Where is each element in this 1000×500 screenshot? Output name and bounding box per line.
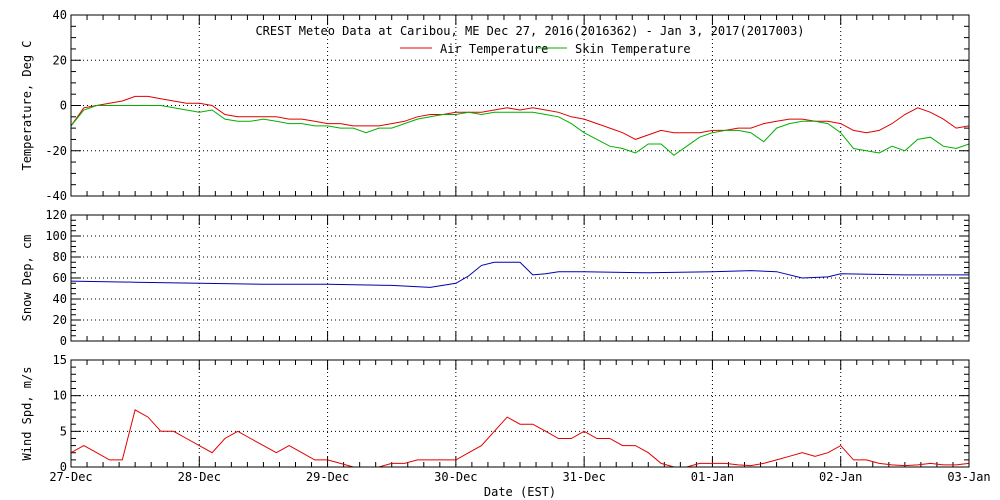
y-axis-label: Snow Dep, cm <box>20 235 34 322</box>
y-tick-label: 40 <box>53 8 67 22</box>
x-tick-label: 02-Jan <box>819 470 862 484</box>
series-line-1 <box>70 261 969 288</box>
y-tick-label: 40 <box>53 292 67 306</box>
x-tick-label: 29-Dec <box>306 470 349 484</box>
series-line-1 <box>70 95 970 140</box>
y-tick-label: -40 <box>45 189 67 203</box>
panel-1: 40 20 0 -20 -40 Temperature, Deg C Air Tempera… <box>20 8 970 203</box>
x-tick-label: 27-Dec <box>49 470 92 484</box>
y-tick-label: 10 <box>53 389 67 403</box>
series-line-1 <box>70 409 970 468</box>
legend: Air Temperature Skin Temperature <box>400 42 691 56</box>
y-tick-label: 80 <box>53 250 67 264</box>
chart-title: CREST Meteo Data at Caribou, ME Dec 27, … <box>255 24 804 38</box>
legend-label: Skin Temperature <box>575 42 691 56</box>
series-line-2 <box>70 105 970 156</box>
y-axis-label: Wind Spd, m/s <box>20 367 34 461</box>
y-tick-label: 5 <box>60 424 67 438</box>
panel-3: 15 10 5 0 Wind Spd, m/s 27-Dec 28-Dec 29-Dec 30-… <box>20 353 991 499</box>
x-tick-label: 31-Dec <box>562 470 605 484</box>
x-tick-label: 03-Jan <box>947 470 990 484</box>
panels-group: 40 20 0 -20 -40 Temperature, Deg C Air Tempera… <box>20 8 991 499</box>
plot-frame <box>70 359 970 468</box>
panel-2: 120 100 80 60 40 20 0 Snow Dep, cm <box>20 208 970 348</box>
plot-frame <box>70 214 970 342</box>
legend-label: Air Temperature <box>440 42 548 56</box>
y-tick-label: 60 <box>53 271 67 285</box>
y-tick-label: -20 <box>45 144 67 158</box>
plot-frame <box>70 14 970 197</box>
x-tick-label: 28-Dec <box>178 470 221 484</box>
y-tick-label: 0 <box>60 460 67 474</box>
y-tick-label: 0 <box>60 99 67 113</box>
x-tick-label: 01-Jan <box>691 470 734 484</box>
y-tick-label: 15 <box>53 353 67 367</box>
y-tick-label: 0 <box>60 334 67 348</box>
y-tick-label: 120 <box>45 208 67 222</box>
y-tick-label: 20 <box>53 313 67 327</box>
x-tick-label: 30-Dec <box>434 470 477 484</box>
x-axis-label: Date (EST) <box>484 485 556 499</box>
y-tick-label: 100 <box>45 229 67 243</box>
y-tick-label: 20 <box>53 53 67 67</box>
y-axis-label: Temperature, Deg C <box>20 40 34 170</box>
